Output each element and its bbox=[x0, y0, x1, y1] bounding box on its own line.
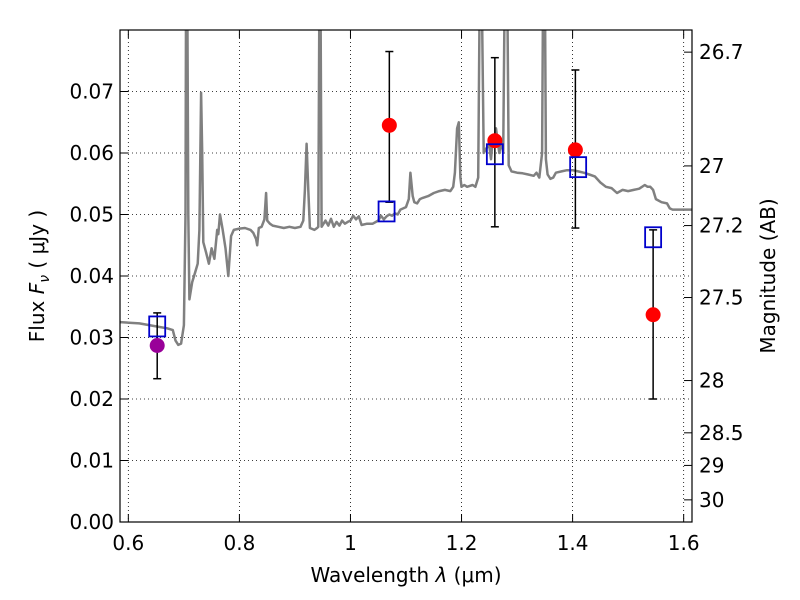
y-axis-label: Flux Fν ( μJy ) bbox=[25, 210, 53, 342]
plot-area bbox=[120, 30, 692, 400]
x-tick-label: 0.8 bbox=[223, 531, 255, 555]
flux-point bbox=[487, 133, 503, 149]
y2-tick-label: 28 bbox=[699, 369, 724, 393]
y-tick-label: 0.04 bbox=[69, 264, 114, 288]
y2-tick-label: 27 bbox=[699, 154, 724, 178]
y-tick-label: 0.07 bbox=[69, 80, 114, 104]
plot-frame bbox=[119, 29, 693, 523]
axis-ticks: 0.6 0.8 1 1.2 1.4 1.6 0.00 0.01 0.02 0.03 0.04 0.05… bbox=[69, 30, 744, 555]
x-tick-label: 1.4 bbox=[557, 531, 589, 555]
y-tick-label: 0.00 bbox=[69, 510, 114, 534]
grid-lines bbox=[120, 30, 692, 522]
y2-tick-label: 29 bbox=[699, 453, 724, 477]
model-flux-square bbox=[148, 315, 167, 338]
y-tick-label: 0.01 bbox=[69, 449, 114, 473]
x-tick-label: 1.2 bbox=[446, 531, 478, 555]
flux-point bbox=[645, 307, 661, 323]
model-spectrum-line bbox=[120, 30, 692, 347]
flux-point bbox=[149, 337, 165, 353]
y-tick-label: 0.02 bbox=[69, 387, 114, 411]
y2-tick-label: 30 bbox=[699, 488, 724, 512]
flux-point bbox=[567, 142, 583, 158]
flux-point bbox=[381, 117, 397, 133]
y-tick-label: 0.05 bbox=[69, 203, 114, 227]
x-tick-label: 1.6 bbox=[668, 531, 700, 555]
x-tick-label: 1 bbox=[344, 531, 357, 555]
y2-tick-label: 28.5 bbox=[699, 421, 744, 445]
model-flux-square bbox=[569, 156, 588, 179]
model-flux-square bbox=[644, 226, 663, 249]
model-flux-square bbox=[377, 200, 396, 223]
y2-tick-label: 26.7 bbox=[699, 40, 744, 64]
x-tick-label: 0.6 bbox=[112, 531, 144, 555]
y2-tick-label: 27.5 bbox=[699, 286, 744, 310]
model-flux-square bbox=[485, 143, 504, 166]
y-tick-label: 0.06 bbox=[69, 141, 114, 165]
y-tick-label: 0.03 bbox=[69, 326, 114, 350]
y2-axis-label: Magnitude (AB) bbox=[756, 198, 780, 353]
y2-tick-label: 27.2 bbox=[699, 214, 744, 238]
x-axis-label: Wavelength λ (μm) bbox=[310, 563, 501, 587]
